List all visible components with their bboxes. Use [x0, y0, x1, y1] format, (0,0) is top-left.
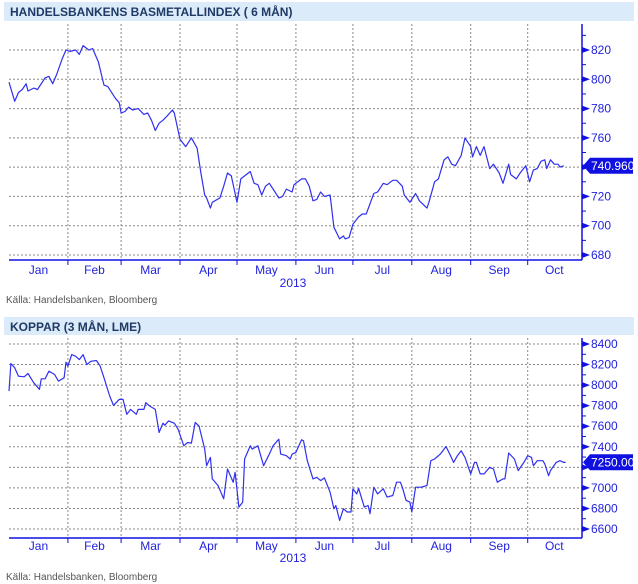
x-tick-label: Sep [489, 539, 511, 553]
chart-header [4, 2, 634, 21]
x-tick-label: Jul [375, 263, 390, 277]
x-tick-label: Jan [29, 263, 48, 277]
chart-header [4, 317, 634, 335]
x-tick-label: Apr [199, 263, 218, 277]
x-axis-year-label: 2013 [280, 551, 307, 565]
y-tick-label: 7400 [591, 440, 618, 454]
y-tick-label: 820 [591, 43, 611, 57]
chart-title: HANDELSBANKENS BASMETALLINDEX ( 6 MÅN) [10, 4, 292, 19]
x-tick-label: Jul [375, 539, 390, 553]
y-tick-label: 780 [591, 102, 611, 116]
y-tick-label: 800 [591, 72, 611, 86]
x-tick-label: Jan [29, 539, 48, 553]
y-tick-label: 6800 [591, 501, 618, 515]
x-tick-label: Sep [489, 263, 511, 277]
x-tick-label: Aug [431, 539, 452, 553]
y-tick-label: 760 [591, 131, 611, 145]
x-tick-label: Feb [84, 263, 105, 277]
series-line [8, 354, 566, 521]
x-tick-label: Oct [545, 263, 564, 277]
x-tick-label: Oct [545, 539, 564, 553]
x-tick-label: May [255, 263, 278, 277]
y-tick-label: 6600 [591, 522, 618, 536]
x-tick-label: Mar [140, 539, 161, 553]
series-line [8, 45, 565, 240]
last-value-tag [583, 454, 633, 471]
y-tick-label: 720 [591, 189, 611, 203]
x-tick-label: Feb [84, 539, 105, 553]
y-tick-label: 7800 [591, 399, 618, 413]
last-value-tag [583, 157, 633, 174]
chart-title: KOPPAR (3 MÅN, LME) [10, 319, 141, 334]
x-axis-year-label: 2013 [280, 276, 307, 290]
source-label: Källa: Handelsbanken, Bloomberg [6, 572, 157, 583]
last-value-label: 740.960 [591, 159, 635, 173]
y-tick-label: 680 [591, 248, 611, 262]
basmetallindex-chart: HANDELSBANKENS BASMETALLINDEX ( 6 MÅN) 2… [4, 2, 635, 306]
y-tick-label: 8400 [591, 337, 618, 351]
x-tick-label: Jun [315, 263, 334, 277]
y-tick-label: 7000 [591, 481, 618, 495]
y-tick-label: 7600 [591, 419, 618, 433]
x-tick-label: Jun [315, 539, 334, 553]
source-label: Källa: Handelsbanken, Bloomberg [6, 295, 157, 306]
y-tick-label: 8200 [591, 358, 618, 372]
x-tick-label: May [255, 539, 278, 553]
y-tick-label: 8000 [591, 378, 618, 392]
koppar-chart: KOPPAR (3 MÅN, LME) 2013 Källa: Handelsb… [4, 317, 635, 583]
x-tick-label: Aug [431, 263, 452, 277]
last-value-label: 7250.00 [591, 456, 635, 470]
x-tick-label: Apr [199, 539, 218, 553]
x-tick-label: Mar [140, 263, 161, 277]
y-tick-label: 700 [591, 219, 611, 233]
